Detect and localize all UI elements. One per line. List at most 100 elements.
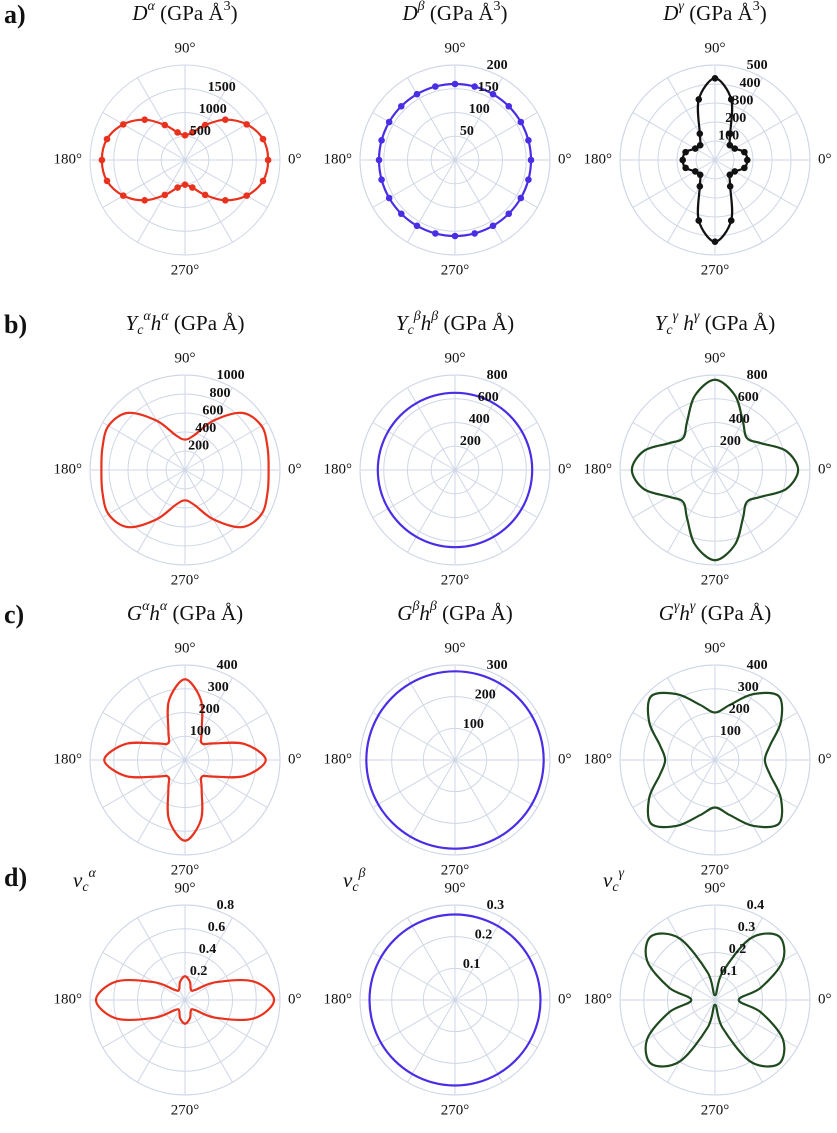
radial-grid-ring <box>643 688 787 832</box>
radial-tick-label: 200 <box>475 687 496 702</box>
data-point <box>243 121 251 128</box>
radial-grid-ring <box>430 135 480 185</box>
title-part: Y <box>655 311 669 335</box>
angle-tick-label: 270° <box>441 262 470 278</box>
angle-grid-line <box>454 759 503 843</box>
data-point <box>731 145 739 152</box>
title-part: c <box>137 323 144 338</box>
radial-tick-label: 400 <box>729 412 750 427</box>
outer-ring <box>619 664 811 856</box>
radial-grid-ring <box>407 112 503 208</box>
radial-tick-label: 0.1 <box>720 964 738 979</box>
radial-grid-ring <box>667 422 763 518</box>
radial-tick-label: 200 <box>487 58 508 73</box>
radial-grid-ring <box>113 88 257 232</box>
angle-tick-label: 270° <box>701 262 730 278</box>
angle-tick-label: 0° <box>818 991 832 1007</box>
angle-grid-line <box>667 159 716 243</box>
title-part: ) <box>500 1 507 25</box>
data-point <box>517 194 525 202</box>
angle-tick-label: 180° <box>324 991 353 1007</box>
data-point <box>189 184 196 191</box>
angle-tick-label: 90° <box>445 350 466 366</box>
radial-tick-label: 400 <box>739 76 760 91</box>
data-point <box>174 129 181 136</box>
radial-tick-label: 400 <box>747 658 768 673</box>
radial-grid-ring <box>643 928 787 1072</box>
outer-ring <box>619 904 811 1096</box>
chart-title: Gαhα (GPa Å) <box>127 599 243 625</box>
data-point <box>189 129 196 136</box>
angle-tick-label: 270° <box>171 572 200 588</box>
radial-grid-ring <box>422 967 488 1033</box>
title-part: α <box>142 599 150 614</box>
polar-plot: 90° 180° 0° 270° 100 200 300 400 500 Dγ (GPa Å3) <box>584 0 832 278</box>
angle-grid-line <box>632 112 716 161</box>
chart-title: Dγ (GPa Å3) <box>662 0 767 25</box>
angle-grid-line <box>102 469 186 518</box>
radial-tick-label: 100 <box>718 129 739 144</box>
title-part: ) <box>760 1 767 25</box>
angle-grid-line <box>137 387 186 471</box>
title-part: ν <box>603 868 613 892</box>
data-curve <box>103 678 267 842</box>
data-point <box>726 171 734 179</box>
data-point <box>682 164 689 172</box>
data-point <box>222 116 229 123</box>
radial-grid-ring <box>638 83 792 237</box>
title-part: β <box>430 309 438 324</box>
chart-title: Gβhβ (GPa Å) <box>397 599 512 625</box>
data-point <box>726 130 734 137</box>
radial-tick-label: 400 <box>469 412 490 427</box>
radial-grid-ring <box>113 688 257 832</box>
data-point <box>731 168 739 175</box>
angle-tick-label: 90° <box>705 640 726 656</box>
title-part: γ <box>690 599 696 614</box>
angle-tick-label: 0° <box>288 751 302 767</box>
radial-grid-ring <box>165 450 205 490</box>
title-part: G <box>659 601 674 625</box>
panel-label: b) <box>4 310 27 339</box>
angle-tick-label: 0° <box>818 151 832 167</box>
angle-grid-line <box>184 469 268 518</box>
radial-tick-label: 600 <box>202 403 223 418</box>
angle-tick-label: 270° <box>441 1102 470 1118</box>
data-curve <box>646 691 784 829</box>
radial-tick-label: 100 <box>720 724 741 739</box>
angle-tick-label: 180° <box>584 461 613 477</box>
polar-plot: 90° 180° 0° 270° 50 100 150 200 Dβ (GPa Å3) <box>324 0 572 278</box>
angle-grid-line <box>714 77 763 161</box>
title-part: α <box>161 309 169 324</box>
title-part: α <box>143 309 151 324</box>
data-point <box>413 222 421 230</box>
angle-tick-label: 0° <box>288 461 302 477</box>
angle-grid-line <box>714 159 798 208</box>
title-part: D <box>402 1 418 25</box>
angle-tick-label: 0° <box>558 151 572 167</box>
data-point <box>696 183 704 190</box>
angle-tick-label: 270° <box>701 1102 730 1118</box>
radial-tick-label: 0.1 <box>463 957 481 972</box>
data-point <box>695 217 703 224</box>
data-point <box>397 102 405 110</box>
data-point <box>696 141 704 149</box>
title-part: ν <box>73 868 83 892</box>
data-point <box>201 121 209 129</box>
title-part: Y <box>126 311 140 335</box>
angle-tick-label: 180° <box>54 751 83 767</box>
chart-title: νcγ <box>603 866 625 895</box>
outer-ring <box>359 374 551 566</box>
data-point <box>727 96 735 103</box>
radial-grid-ring <box>127 412 243 528</box>
radial-tick-label: 50 <box>460 124 474 139</box>
data-point <box>744 156 751 164</box>
title-part: α <box>160 599 168 614</box>
title-part: β <box>429 599 437 614</box>
data-point <box>505 210 513 218</box>
radial-grid-ring <box>113 928 257 1072</box>
radial-tick-label: 200 <box>725 111 746 126</box>
outer-ring <box>359 904 551 1096</box>
data-point <box>119 192 127 199</box>
outer-ring <box>89 664 281 856</box>
chart-title: Ycαhα (GPa Å) <box>126 309 245 338</box>
